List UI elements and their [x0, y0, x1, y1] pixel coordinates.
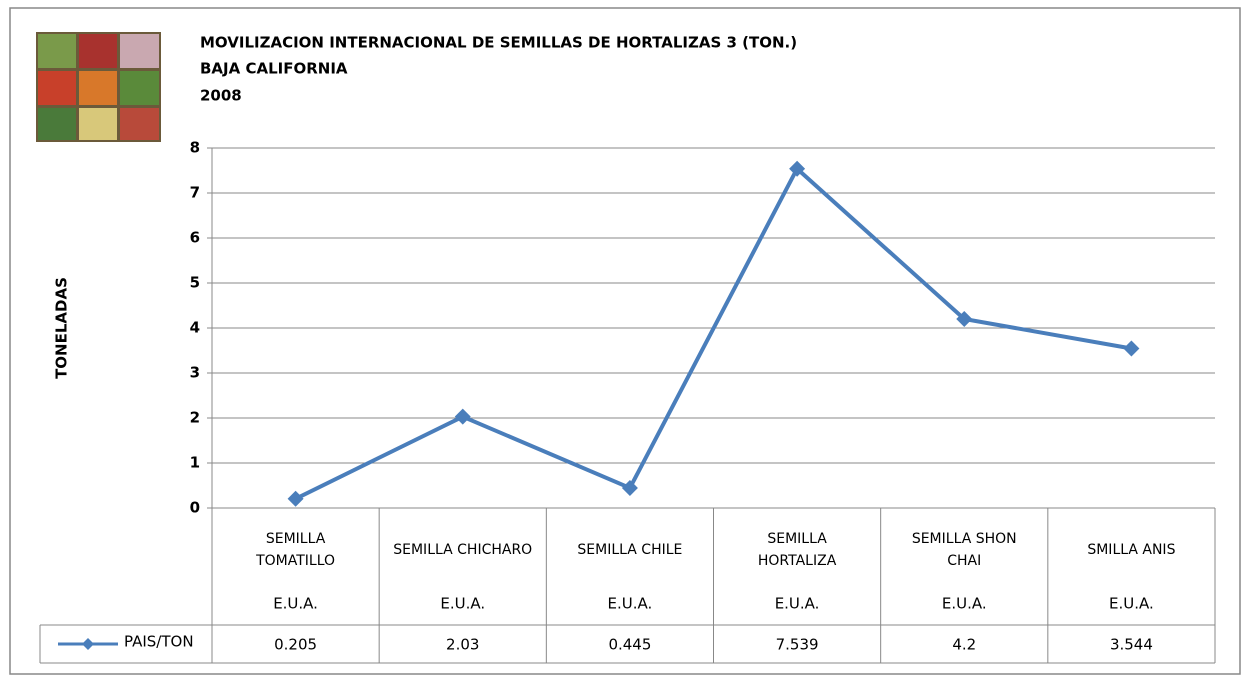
x-tick-label-box: SEMILLA CHILE — [546, 510, 713, 590]
y-tick-label: 1 — [190, 454, 200, 472]
x-tick-label-box: SEMILLA HORTALIZA — [714, 510, 881, 590]
y-tick-label: 5 — [190, 274, 200, 292]
chart-title: MOVILIZACION INTERNACIONAL DE SEMILLAS D… — [200, 34, 797, 52]
legend-label: PAIS/TON — [124, 633, 194, 651]
y-tick-label: 3 — [190, 364, 200, 382]
table-value: 2.03 — [446, 636, 479, 654]
x-tick-label: SEMILLA CHILE — [546, 510, 713, 590]
y-tick-label: 6 — [190, 229, 200, 247]
x-tick-label: SEMILLA HORTALIZA — [714, 510, 881, 590]
x-tick-label-box: SEMILLA SHON CHAI — [881, 510, 1048, 590]
x-tick-label: SEMILLA CHICHARO — [379, 510, 546, 590]
chart: MOVILIZACION INTERNACIONAL DE SEMILLAS D… — [0, 0, 1246, 677]
x-group-label: E.U.A. — [608, 595, 653, 613]
x-group-label: E.U.A. — [942, 595, 987, 613]
x-group-label: E.U.A. — [440, 595, 485, 613]
seed-packets-image — [36, 32, 161, 142]
x-group-label: E.U.A. — [1109, 595, 1154, 613]
y-tick-label: 4 — [190, 319, 200, 337]
table-value: 0.445 — [608, 636, 651, 654]
x-group-label: E.U.A. — [775, 595, 820, 613]
x-tick-label: SEMILLA TOMATILLO — [212, 510, 379, 590]
table-value: 4.2 — [952, 636, 976, 654]
table-value: 0.205 — [274, 636, 317, 654]
x-tick-label-box: SEMILLA CHICHARO — [379, 510, 546, 590]
table-value: 3.544 — [1110, 636, 1153, 654]
chart-year: 2008 — [200, 87, 242, 105]
y-tick-label: 0 — [190, 499, 200, 517]
x-tick-label-box: SMILLA ANIS — [1048, 510, 1215, 590]
table-value: 7.539 — [776, 636, 819, 654]
x-tick-label-box: SEMILLA TOMATILLO — [212, 510, 379, 590]
x-tick-label: SMILLA ANIS — [1048, 510, 1215, 590]
chart-subtitle: BAJA CALIFORNIA — [200, 60, 348, 78]
x-tick-label: SEMILLA SHON CHAI — [881, 510, 1048, 590]
y-axis-label: TONELADAS — [53, 277, 71, 379]
y-tick-label: 2 — [190, 409, 200, 427]
y-tick-label: 8 — [190, 139, 200, 157]
x-group-label: E.U.A. — [273, 595, 318, 613]
y-tick-label: 7 — [190, 184, 200, 202]
